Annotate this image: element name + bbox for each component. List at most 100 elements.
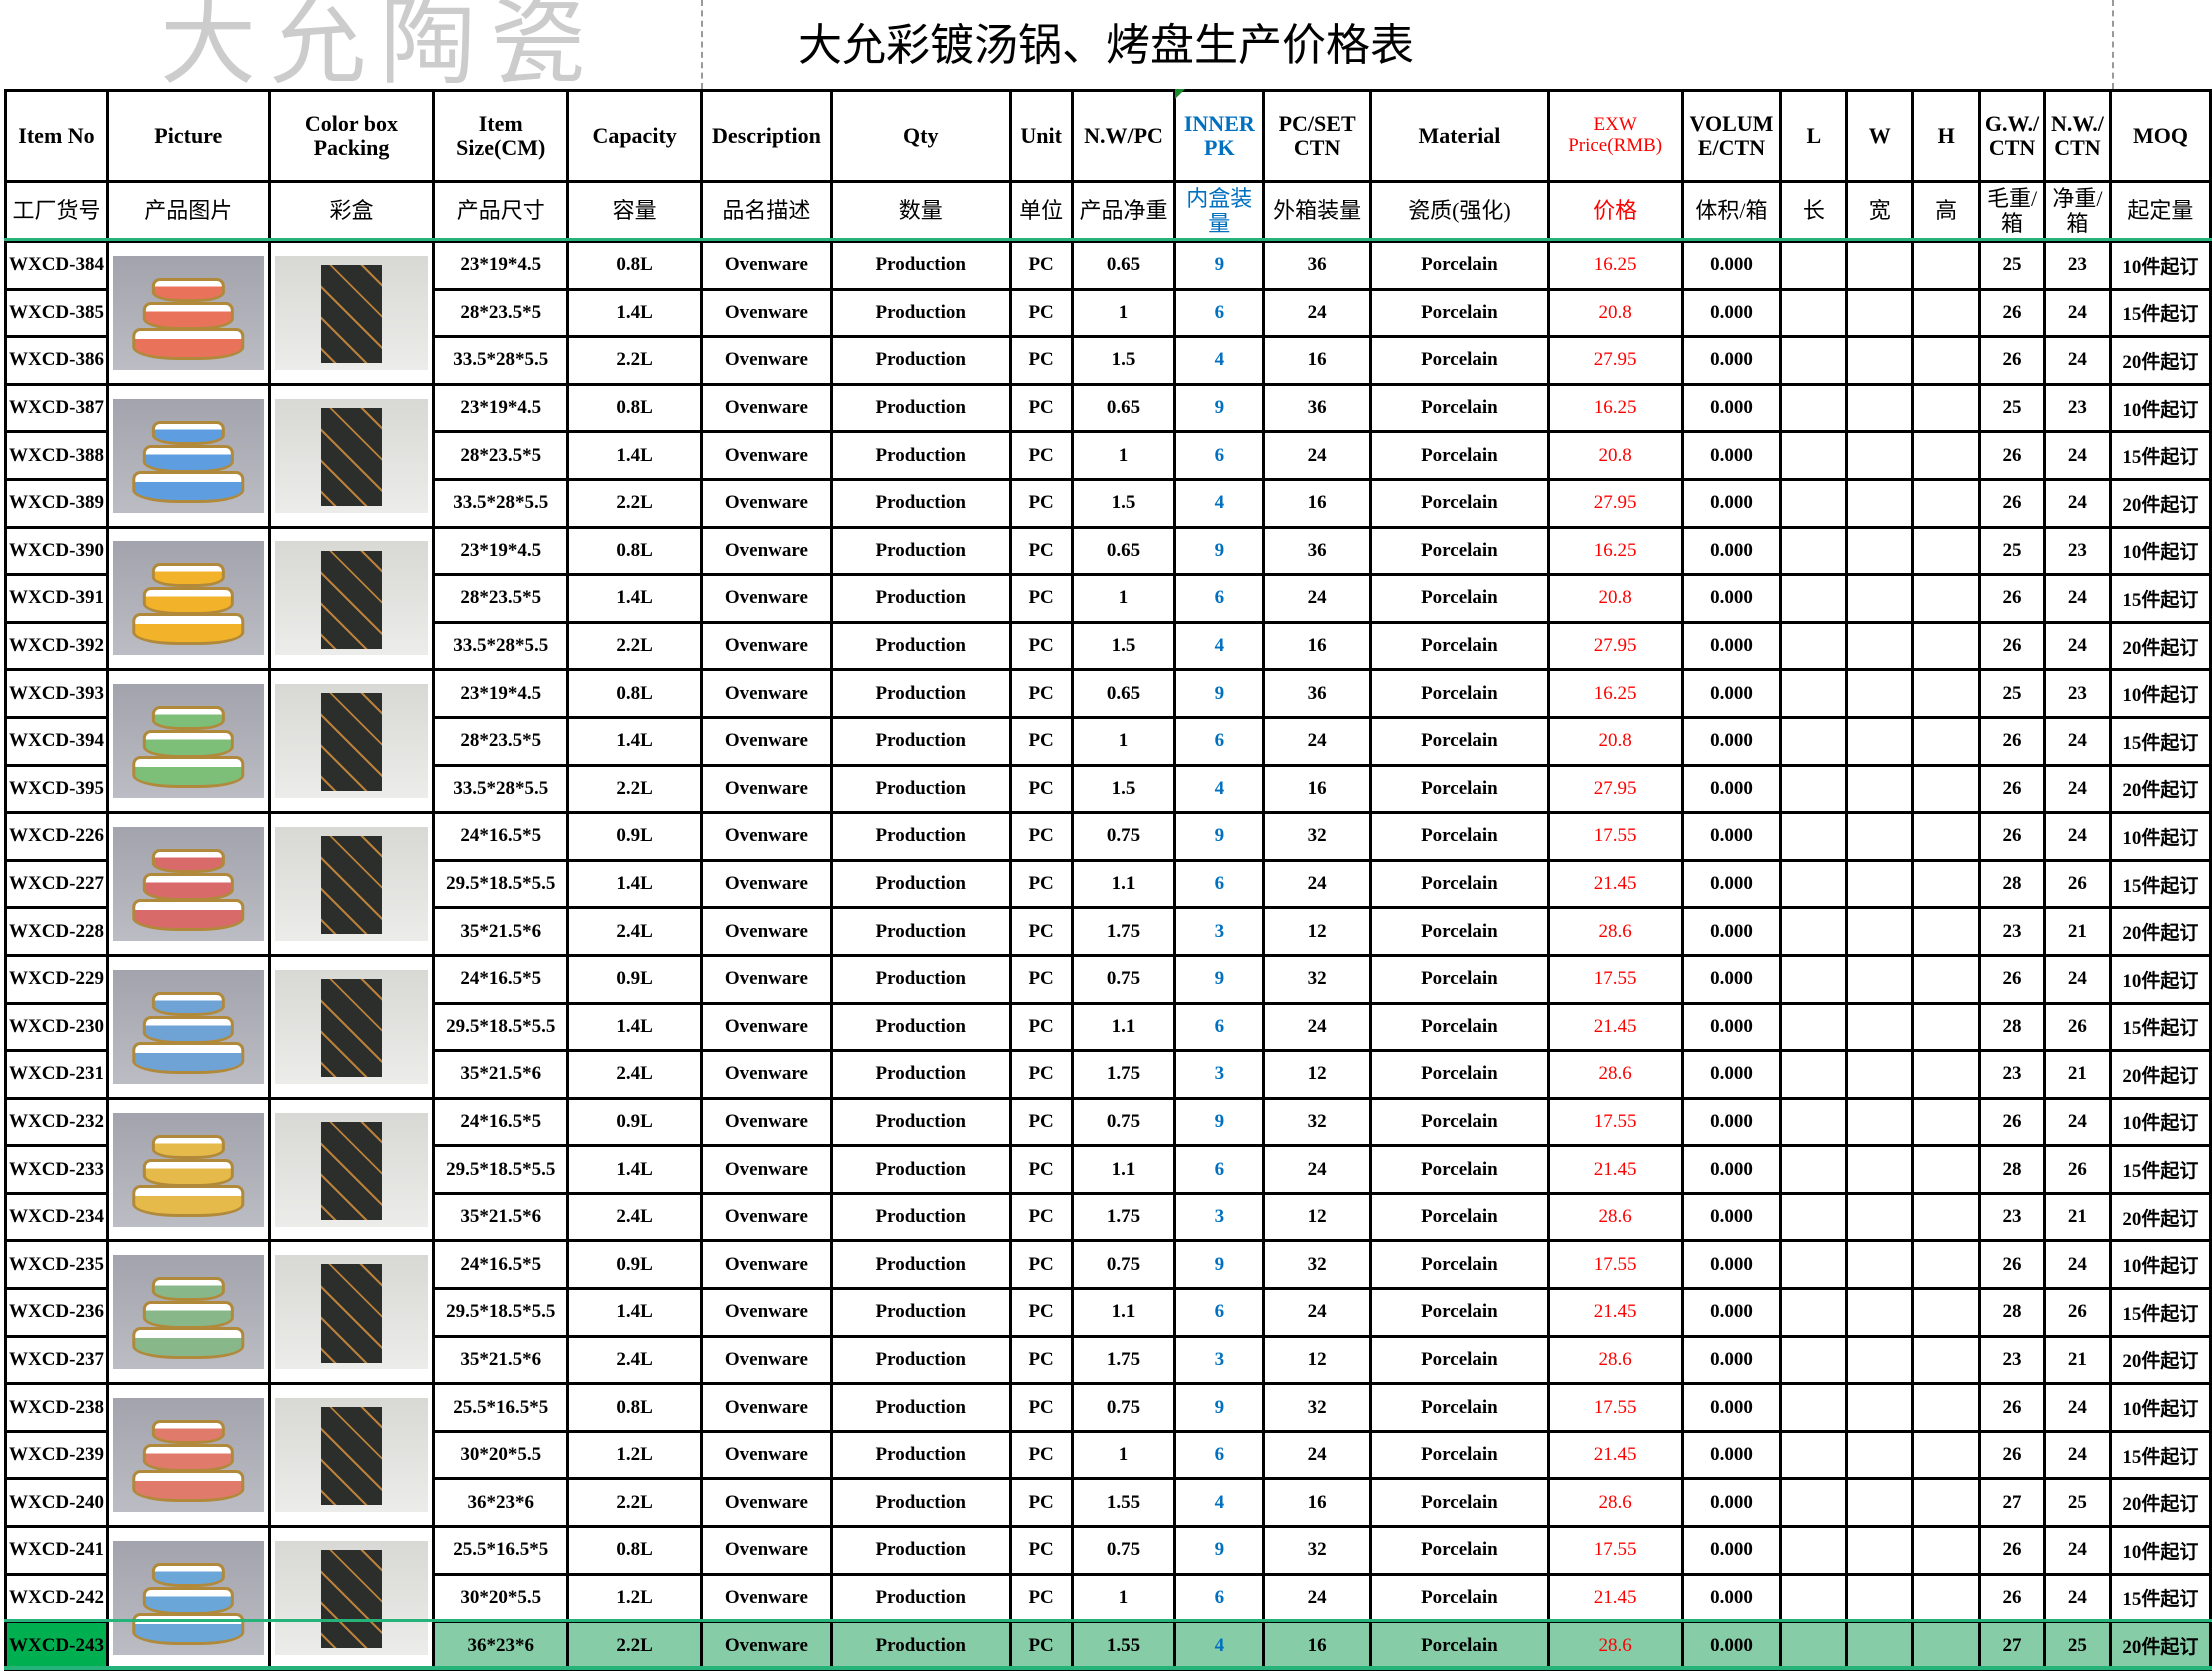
color-box-picture[interactable] bbox=[267, 1096, 436, 1243]
capacity-cell[interactable]: 2.2L bbox=[566, 1620, 703, 1671]
nw-pc-cell[interactable]: 1.75 bbox=[1070, 1334, 1177, 1386]
nw-pc-cell[interactable]: 0.75 bbox=[1070, 1096, 1177, 1148]
description-cell[interactable]: Ovenware bbox=[700, 1287, 833, 1338]
length-cell[interactable] bbox=[1779, 525, 1849, 577]
material-cell[interactable]: Porcelain bbox=[1369, 906, 1550, 957]
price-cell[interactable]: 16.25 bbox=[1546, 240, 1684, 291]
description-cell[interactable]: Ovenware bbox=[700, 1049, 833, 1100]
inner-pk-cell[interactable]: 4 bbox=[1173, 477, 1266, 529]
inner-pk-cell[interactable]: 6 bbox=[1173, 287, 1266, 339]
gw-ctn-cell[interactable]: 26 bbox=[1978, 1572, 2046, 1624]
height-cell[interactable] bbox=[1911, 1049, 1982, 1100]
price-cell[interactable]: 17.55 bbox=[1546, 811, 1684, 862]
nw-pc-cell[interactable]: 1.1 bbox=[1070, 1287, 1177, 1338]
description-cell[interactable]: Ovenware bbox=[700, 906, 833, 957]
item-no-cell[interactable]: WXCD-242 bbox=[4, 1572, 109, 1624]
volume-cell[interactable]: 0.000 bbox=[1680, 1477, 1783, 1529]
capacity-cell[interactable]: 0.9L bbox=[566, 1096, 703, 1148]
item-no-cell[interactable]: WXCD-394 bbox=[4, 715, 109, 767]
item-size-cell[interactable]: 24*16.5*5 bbox=[432, 953, 570, 1005]
item-no-cell[interactable]: WXCD-228 bbox=[4, 906, 109, 957]
height-cell[interactable] bbox=[1911, 1382, 1982, 1433]
nw-ctn-cell[interactable]: 23 bbox=[2042, 668, 2112, 719]
qty-cell[interactable]: Production bbox=[829, 430, 1012, 481]
unit-cell[interactable]: PC bbox=[1008, 1525, 1074, 1576]
description-cell[interactable]: Ovenware bbox=[700, 763, 833, 815]
height-cell[interactable] bbox=[1911, 240, 1982, 291]
gw-ctn-cell[interactable]: 26 bbox=[1978, 430, 2046, 481]
column-header[interactable]: Item No bbox=[4, 89, 109, 183]
volume-cell[interactable]: 0.000 bbox=[1680, 1382, 1783, 1433]
moq-cell[interactable]: 10件起订 bbox=[2109, 1382, 2212, 1433]
nw-pc-cell[interactable]: 1.5 bbox=[1070, 620, 1177, 672]
gw-ctn-cell[interactable]: 26 bbox=[1978, 953, 2046, 1005]
price-cell[interactable]: 20.8 bbox=[1546, 715, 1684, 767]
width-cell[interactable] bbox=[1845, 1001, 1915, 1053]
moq-cell[interactable]: 15件起订 bbox=[2109, 573, 2212, 624]
width-cell[interactable] bbox=[1845, 335, 1915, 386]
unit-cell[interactable]: PC bbox=[1008, 763, 1074, 815]
inner-pk-cell[interactable]: 3 bbox=[1173, 1334, 1266, 1386]
column-header-cn[interactable]: 长 bbox=[1779, 180, 1849, 243]
item-no-cell[interactable]: WXCD-389 bbox=[4, 477, 109, 529]
volume-cell[interactable]: 0.000 bbox=[1680, 287, 1783, 339]
inner-pk-cell[interactable]: 9 bbox=[1173, 668, 1266, 719]
height-cell[interactable] bbox=[1911, 1334, 1982, 1386]
inner-pk-cell[interactable]: 6 bbox=[1173, 1001, 1266, 1053]
capacity-cell[interactable]: 0.9L bbox=[566, 953, 703, 1005]
nw-ctn-cell[interactable]: 23 bbox=[2042, 240, 2112, 291]
item-no-cell[interactable]: WXCD-230 bbox=[4, 1001, 109, 1053]
unit-cell[interactable]: PC bbox=[1008, 953, 1074, 1005]
length-cell[interactable] bbox=[1779, 1049, 1849, 1100]
qty-cell[interactable]: Production bbox=[829, 1334, 1012, 1386]
pcs-ctn-cell[interactable]: 24 bbox=[1262, 1287, 1373, 1338]
width-cell[interactable] bbox=[1845, 715, 1915, 767]
column-header-cn[interactable]: 起定量 bbox=[2109, 180, 2212, 243]
moq-cell[interactable]: 10件起订 bbox=[2109, 1239, 2212, 1291]
column-header-cn[interactable]: 品名描述 bbox=[700, 180, 833, 243]
qty-cell[interactable]: Production bbox=[829, 240, 1012, 291]
nw-pc-cell[interactable]: 1.75 bbox=[1070, 1191, 1177, 1243]
inner-pk-cell[interactable]: 9 bbox=[1173, 240, 1266, 291]
pcs-ctn-cell[interactable]: 12 bbox=[1262, 1049, 1373, 1100]
height-cell[interactable] bbox=[1911, 287, 1982, 339]
item-no-cell[interactable]: WXCD-395 bbox=[4, 763, 109, 815]
pcs-ctn-cell[interactable]: 36 bbox=[1262, 668, 1373, 719]
moq-cell[interactable]: 15件起订 bbox=[2109, 1572, 2212, 1624]
price-cell[interactable]: 21.45 bbox=[1546, 1572, 1684, 1624]
table-row[interactable]: WXCD-228 35*21.5*6 2.4L Ovenware Production P… bbox=[4, 906, 2212, 957]
unit-cell[interactable]: PC bbox=[1008, 1429, 1074, 1481]
capacity-cell[interactable]: 1.4L bbox=[566, 1001, 703, 1053]
material-cell[interactable]: Porcelain bbox=[1369, 811, 1550, 862]
item-size-cell[interactable]: 24*16.5*5 bbox=[432, 1239, 570, 1291]
item-size-cell[interactable]: 28*23.5*5 bbox=[432, 715, 570, 767]
moq-cell[interactable]: 20件起订 bbox=[2109, 906, 2212, 957]
description-cell[interactable]: Ovenware bbox=[700, 1620, 833, 1671]
material-cell[interactable]: Porcelain bbox=[1369, 1001, 1550, 1053]
nw-pc-cell[interactable]: 0.65 bbox=[1070, 668, 1177, 719]
column-header-cn[interactable]: 产品图片 bbox=[105, 180, 271, 243]
table-row[interactable]: WXCD-385 28*23.5*5 1.4L Ovenware Production P… bbox=[4, 287, 2212, 339]
nw-pc-cell[interactable]: 0.75 bbox=[1070, 1239, 1177, 1291]
nw-pc-cell[interactable]: 1 bbox=[1070, 715, 1177, 767]
material-cell[interactable]: Porcelain bbox=[1369, 1429, 1550, 1481]
moq-cell[interactable]: 20件起订 bbox=[2109, 763, 2212, 815]
qty-cell[interactable]: Production bbox=[829, 1144, 1012, 1195]
volume-cell[interactable]: 0.000 bbox=[1680, 1525, 1783, 1576]
nw-pc-cell[interactable]: 1.5 bbox=[1070, 477, 1177, 529]
price-cell[interactable]: 27.95 bbox=[1546, 477, 1684, 529]
item-no-cell[interactable]: WXCD-233 bbox=[4, 1144, 109, 1195]
moq-cell[interactable]: 20件起订 bbox=[2109, 1049, 2212, 1100]
nw-ctn-cell[interactable]: 26 bbox=[2042, 858, 2112, 910]
length-cell[interactable] bbox=[1779, 335, 1849, 386]
item-size-cell[interactable]: 28*23.5*5 bbox=[432, 573, 570, 624]
product-picture[interactable] bbox=[105, 1096, 271, 1243]
length-cell[interactable] bbox=[1779, 953, 1849, 1005]
column-header[interactable]: Color box Packing bbox=[267, 89, 436, 183]
length-cell[interactable] bbox=[1779, 240, 1849, 291]
height-cell[interactable] bbox=[1911, 477, 1982, 529]
material-cell[interactable]: Porcelain bbox=[1369, 1096, 1550, 1148]
nw-pc-cell[interactable]: 1 bbox=[1070, 430, 1177, 481]
inner-pk-cell[interactable]: 6 bbox=[1173, 573, 1266, 624]
inner-pk-cell[interactable]: 6 bbox=[1173, 1144, 1266, 1195]
